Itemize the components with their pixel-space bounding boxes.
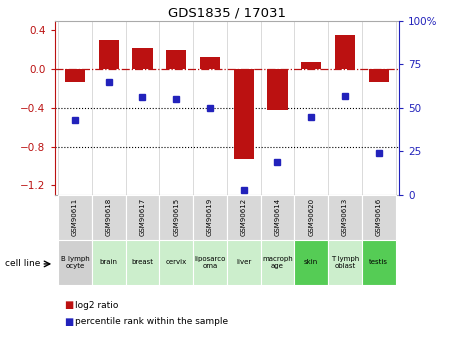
Text: liposarco
oma: liposarco oma [194,256,226,269]
Bar [125,195,159,240]
Bar [261,240,294,285]
Text: skin: skin [304,259,318,265]
Bar [227,195,261,240]
Bar [301,62,322,69]
Text: GSM90619: GSM90619 [207,198,213,236]
Text: B lymph
ocyte: B lymph ocyte [60,256,89,269]
Text: ■: ■ [64,300,73,310]
Bar [92,240,125,285]
Bar [193,240,227,285]
Bar [58,195,92,240]
Text: percentile rank within the sample: percentile rank within the sample [75,317,228,326]
Text: GSM90618: GSM90618 [105,198,112,236]
Bar [58,240,92,285]
Text: cervix: cervix [166,259,187,265]
Text: cell line: cell line [5,259,40,268]
Bar [227,240,261,285]
Bar [328,240,362,285]
Text: liver: liver [236,259,251,265]
Bar [159,240,193,285]
Text: log2 ratio: log2 ratio [75,301,118,310]
Bar [362,195,396,240]
Bar [193,195,227,240]
Bar [166,50,186,69]
Text: breast: breast [132,259,153,265]
Text: ■: ■ [64,317,73,326]
Bar [132,48,152,69]
Bar [261,195,294,240]
Bar [294,195,328,240]
Bar [328,195,362,240]
Bar [65,69,85,82]
Text: GSM90615: GSM90615 [173,198,179,236]
Bar [362,240,396,285]
Text: GSM90617: GSM90617 [139,198,145,236]
Text: GSM90613: GSM90613 [342,198,348,236]
Bar [92,195,125,240]
Text: T lymph
oblast: T lymph oblast [331,256,359,269]
Bar [159,195,193,240]
Title: GDS1835 / 17031: GDS1835 / 17031 [168,7,286,20]
Text: GSM90616: GSM90616 [376,198,382,236]
Bar [267,69,287,110]
Bar [98,40,119,69]
Text: macroph
age: macroph age [262,256,293,269]
Bar [200,57,220,69]
Text: GSM90612: GSM90612 [241,198,247,236]
Bar [234,69,254,159]
Text: testis: testis [369,259,388,265]
Bar [335,35,355,69]
Text: brain: brain [100,259,118,265]
Bar [369,69,389,82]
Bar [294,240,328,285]
Bar [125,240,159,285]
Text: GSM90611: GSM90611 [72,198,78,236]
Text: GSM90620: GSM90620 [308,198,314,236]
Text: GSM90614: GSM90614 [275,198,280,236]
